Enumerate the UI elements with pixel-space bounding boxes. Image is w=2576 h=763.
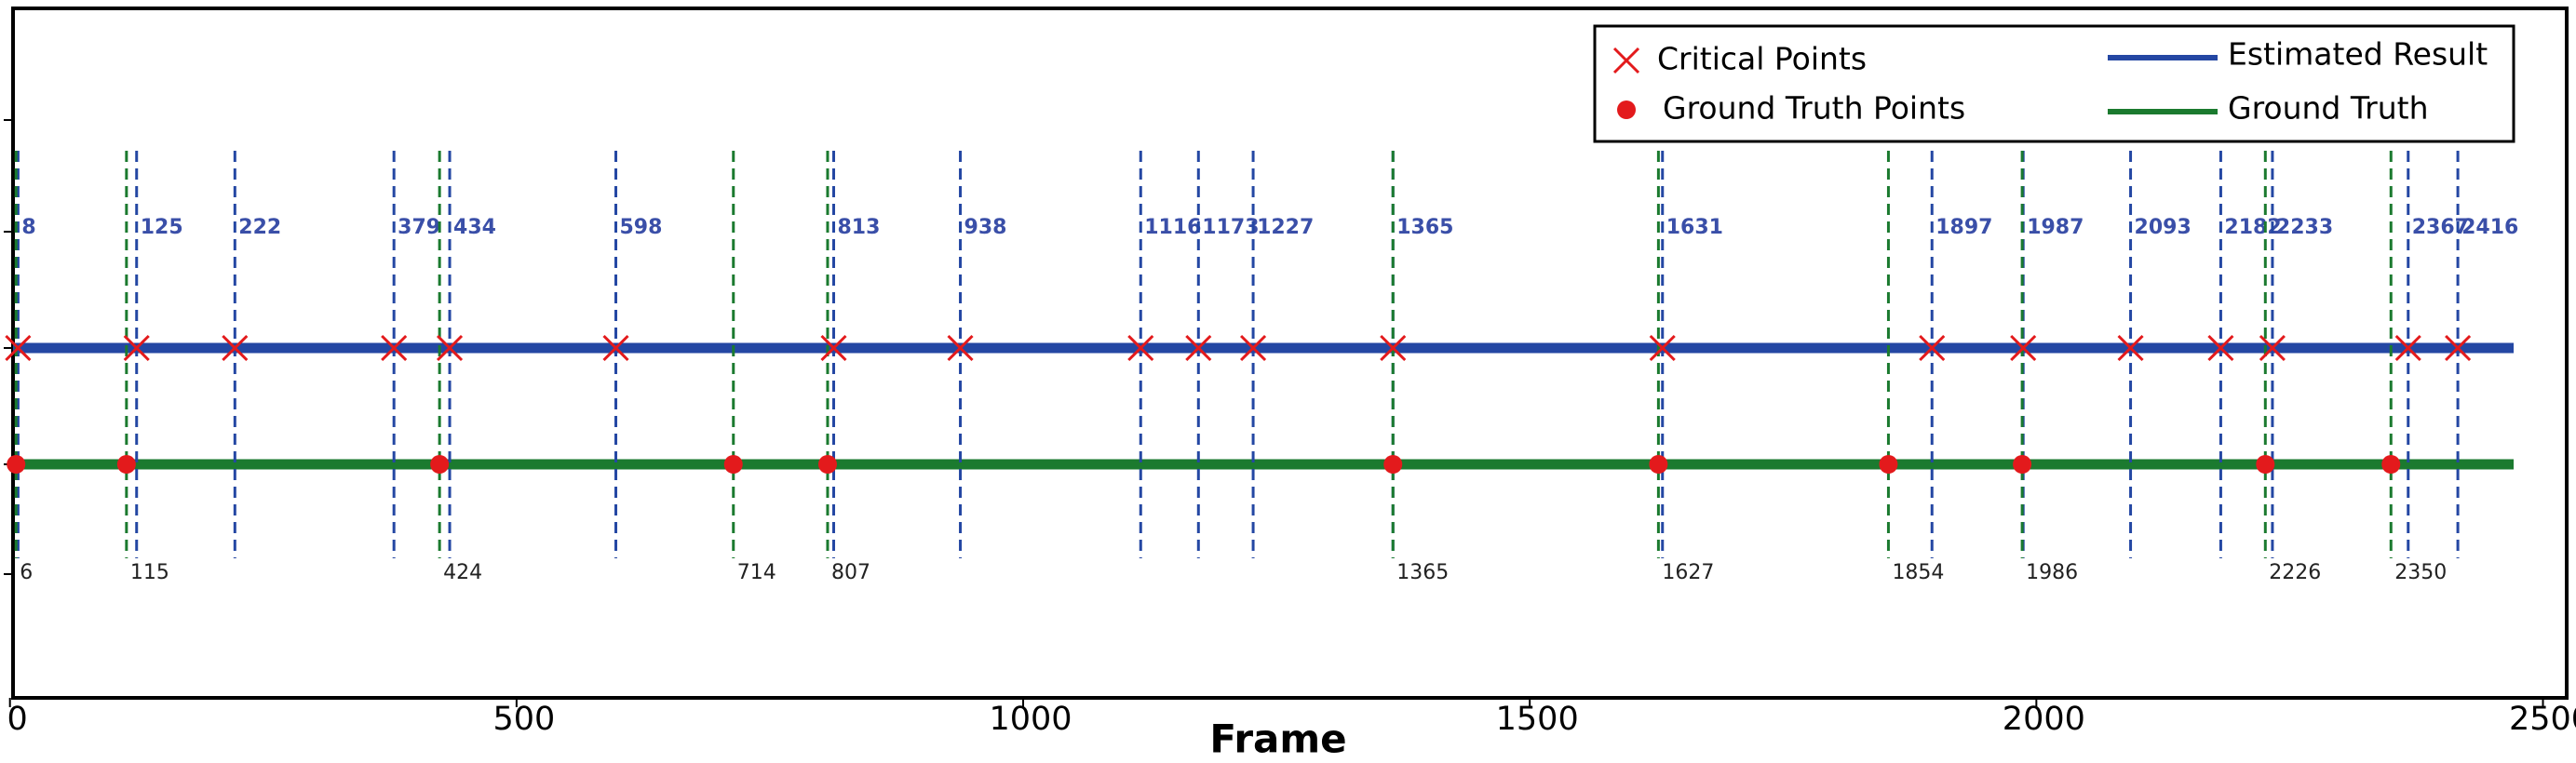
dot-marker: [1879, 455, 1898, 474]
legend-label: Estimated Result: [2228, 36, 2488, 73]
x-axis-label: Frame: [1209, 716, 1346, 762]
x-marker: [2394, 334, 2421, 362]
x-stroke: [1919, 334, 1946, 362]
x-marker: [381, 334, 408, 362]
x-stroke: [1649, 334, 1676, 362]
frame-label: 1631: [1666, 216, 1723, 239]
x-marker: [2207, 334, 2234, 362]
legend-box: [1593, 24, 2515, 143]
frame-label: 1227: [1257, 216, 1314, 239]
legend-label: Ground Truth Points: [1663, 90, 1965, 127]
dot-marker: [116, 455, 136, 474]
x-marker: [2010, 334, 2037, 362]
x-stroke: [2207, 334, 2234, 362]
x-stroke: [2010, 334, 2037, 362]
x-stroke: [1185, 334, 1212, 362]
x-marker: [123, 334, 150, 362]
frame-label: 2226: [2269, 561, 2321, 584]
frame-label: 1173: [1202, 216, 1259, 239]
frame-label: 125: [141, 216, 183, 239]
x-tick-label: 2000: [2003, 701, 2085, 738]
x-marker: [820, 334, 847, 362]
dot-marker: [1649, 455, 1668, 474]
x-marker: [947, 334, 974, 362]
x-marker: [436, 334, 464, 362]
x-tick-label: 0: [7, 701, 28, 738]
frame-label: 222: [238, 216, 281, 239]
frame-label: 6: [20, 561, 33, 584]
frame-label: 1627: [1662, 561, 1714, 584]
dot-marker: [723, 455, 743, 474]
dot-marker: [1617, 100, 1636, 119]
x-marker: [2117, 334, 2144, 362]
x-marker: [602, 334, 629, 362]
x-stroke: [5, 334, 32, 362]
dot-marker: [817, 455, 837, 474]
x-marker: [1240, 334, 1267, 362]
frame-label: 2367: [2412, 216, 2469, 239]
frame-label: 434: [453, 216, 496, 239]
x-tick-label: 1000: [989, 701, 1072, 738]
frame-label: 1854: [1892, 561, 1944, 584]
frame-label: 1987: [2027, 216, 2084, 239]
frame-label: 424: [443, 561, 482, 584]
dot-marker: [2381, 455, 2401, 474]
frame-label: 115: [130, 561, 169, 584]
x-stroke: [1127, 334, 1154, 362]
frame-label: 807: [831, 561, 870, 584]
dot-marker: [430, 455, 450, 474]
x-marker: [1919, 334, 1946, 362]
frame-label: 379: [398, 216, 440, 239]
frame-label: 813: [838, 216, 881, 239]
x-stroke: [1612, 47, 1640, 74]
x-stroke: [222, 334, 249, 362]
frame-label: 2416: [2461, 216, 2518, 239]
frame-label: 1897: [1935, 216, 1992, 239]
frame-label: 598: [620, 216, 663, 239]
x-stroke: [2445, 334, 2472, 362]
x-stroke: [820, 334, 847, 362]
legend-label: Ground Truth: [2228, 90, 2429, 127]
x-tick-label: 2500: [2509, 701, 2576, 738]
x-stroke: [602, 334, 629, 362]
dot-marker: [1383, 455, 1403, 474]
x-stroke: [2394, 334, 2421, 362]
dot-marker: [2013, 455, 2032, 474]
x-marker: [5, 334, 32, 362]
x-stroke: [947, 334, 974, 362]
frame-label: 2233: [2276, 216, 2333, 239]
x-marker: [2259, 334, 2286, 362]
legend-label: Critical Points: [1657, 41, 1867, 77]
x-tick-label: 1500: [1496, 701, 1579, 738]
frame-label: 1365: [1396, 216, 1453, 239]
x-tick-label: 500: [492, 701, 555, 738]
x-stroke: [381, 334, 408, 362]
x-marker: [1185, 334, 1212, 362]
x-marker: [1612, 47, 1640, 74]
x-marker: [1649, 334, 1676, 362]
frame-label: 714: [737, 561, 776, 584]
x-marker: [1127, 334, 1154, 362]
frame-label: 8: [21, 216, 35, 239]
x-stroke: [123, 334, 150, 362]
frame-label: 2093: [2135, 216, 2192, 239]
dot-marker: [7, 455, 26, 474]
frame-label: 1365: [1396, 561, 1449, 584]
x-marker: [1380, 334, 1407, 362]
x-stroke: [436, 334, 464, 362]
frame-label: 1116: [1144, 216, 1201, 239]
x-stroke: [1240, 334, 1267, 362]
legend: Critical Points Estimated Result Ground Tr…: [1593, 24, 2515, 143]
x-stroke: [1380, 334, 1407, 362]
x-marker: [222, 334, 249, 362]
x-stroke: [2117, 334, 2144, 362]
x-stroke: [2259, 334, 2286, 362]
frame-label: 938: [964, 216, 1007, 239]
x-marker: [2445, 334, 2472, 362]
frame-label: 1986: [2026, 561, 2078, 584]
dot-marker: [2256, 455, 2275, 474]
frame-label: 2350: [2394, 561, 2447, 584]
